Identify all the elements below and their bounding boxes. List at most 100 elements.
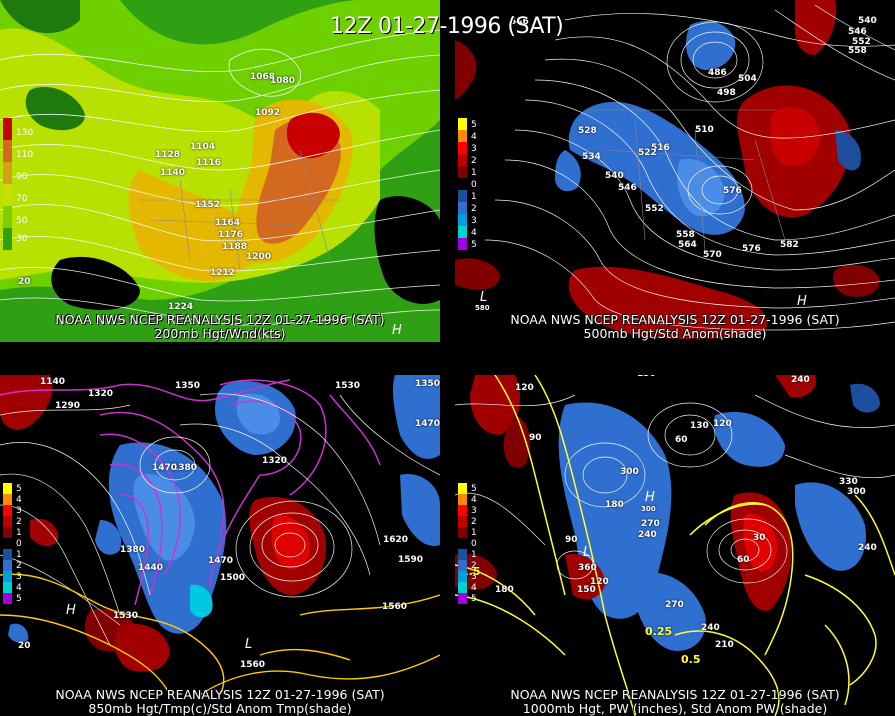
contour-label: 1128 [155,150,181,160]
contour-label: 120 [713,419,732,429]
anomaly-shading [455,0,895,340]
high-pressure-symbol: H [645,490,655,505]
contour-label: 504 [738,74,757,84]
panel-caption: NOAA NWS NCEP REANALYSIS 12Z 01-27-1996 … [55,312,385,327]
contour-label: 576 [723,186,742,196]
contour-label: 180 [495,585,514,595]
legend-label: 4 [16,495,22,505]
contour-label: 1440 [138,563,164,573]
contour-label: 558 [848,46,867,56]
contour-label: 552 [645,204,664,214]
legend-label: 2 [471,156,477,166]
legend-label: 130 [16,128,34,138]
contour-label: 1116 [196,158,222,168]
legend-label: 4 [471,132,477,142]
contour-label: 1140 [160,168,186,178]
contour-label: 582 [780,240,799,250]
low-pressure-symbol: L [583,545,591,560]
legend-label: 70 [16,194,28,204]
contour-label: 150 [637,375,656,379]
panel-subcaption: 850mb Hgt/Tmp(c)/Std Anom Tmp(shade) [88,701,352,716]
contour-label: 1068 [250,72,276,82]
contour-label: 1080 [270,76,296,86]
legend-label: 1 [16,550,22,560]
legend-label: 1 [471,192,477,202]
contour-label: 1470 [152,463,178,473]
contour-label: 1104 [190,142,216,152]
contour-label: 1176 [218,230,244,240]
legend-label: 1 [471,168,477,178]
legend-label: 0 [471,539,477,549]
legend-label: 0 [16,539,22,549]
contour-label: 570 [703,250,722,260]
contour-label: 1164 [215,218,241,228]
low-pressure-value: 580 [475,304,490,312]
contour-label: 240 [701,623,720,633]
contour-label: 540 [858,16,877,26]
temperature-anomaly-shading [0,375,440,696]
wind-legend: 130 110 90 70 50 30 [3,118,33,250]
legend-label: 1 [16,528,22,538]
contour-label: 60 [737,555,750,565]
contour-label: 1500 [220,573,246,583]
anomaly-legend: 5 4 3 2 1 0 1 2 3 4 5 [458,118,477,250]
contour-label: 1560 [240,660,266,670]
panel-caption: NOAA NWS NCEP REANALYSIS 12Z 01-27-1996 … [510,312,840,327]
contour-label: 240 [791,375,810,385]
contour-label: 30 [753,533,766,543]
contour-label: 1470 [208,556,234,566]
contour-label: 240 [638,530,657,540]
contour-label: 522 [638,148,657,158]
contour-label: 1350 [175,381,201,391]
contour-label: 1590 [398,555,424,565]
contour-label: 516 [651,143,670,153]
panel-subcaption: 500mb Hgt/Std Anom(shade) [583,326,767,341]
high-pressure-symbol: H [392,323,402,338]
high-pressure-symbol: H [797,294,807,309]
high-pressure-value: 300 [641,505,656,513]
contour-label: 546 [618,183,637,193]
anomaly-legend: 5 4 3 2 1 0 1 2 3 4 5 [3,483,22,604]
panel-caption: NOAA NWS NCEP REANALYSIS 12Z 01-27-1996 … [510,687,840,702]
legend-label: 30 [16,234,28,244]
contour-label: 120 [590,577,609,587]
contour-label: 360 [578,563,597,573]
legend-label: 3 [471,506,477,516]
contour-label: 546 [510,17,529,27]
high-pressure-symbol: H [66,603,76,618]
legend-label: 4 [16,583,22,593]
contour-label: 1530 [113,611,139,621]
legend-label: 2 [16,517,22,527]
legend-label: 0 [471,180,477,190]
contour-label: 564 [678,240,697,250]
contour-label: 528 [578,126,597,136]
contour-label: 552 [852,37,871,47]
contour-label: 1188 [222,242,248,252]
contour-label: 90 [565,535,578,545]
contour-label: 180 [605,500,624,510]
legend-label: 5 [471,240,477,250]
contour-label: 1380 [172,463,198,473]
contour-label: 576 [742,244,761,254]
legend-label: 2 [471,561,477,571]
contour-label: 90 [529,433,542,443]
legend-label: 1 [471,528,477,538]
legend-label: 5 [16,484,22,494]
latitude-label: 20 [18,277,31,287]
contour-label: 330 [839,477,858,487]
legend-label: 4 [471,583,477,593]
latitude-label: 20 [18,641,31,651]
contour-label: 270 [641,519,660,529]
contour-label: 534 [582,152,601,162]
contour-label: 270 [665,600,684,610]
map-panel-200mb: 130 110 90 70 50 30 1068 1080 1092 1104 … [0,0,440,342]
contour-label: 60 [675,435,688,445]
contour-label: 498 [717,88,736,98]
contour-label: 150 [577,585,596,595]
legend-label: 4 [471,495,477,505]
map-panel-850mb: 5 4 3 2 1 0 1 2 3 4 5 1140 1350 1530 135… [0,375,440,716]
contour-label: 1140 [40,377,66,387]
pw-label: 0.5 [681,653,701,666]
page-title: 12Z 01-27-1996 (SAT) [330,14,564,39]
pw-label: 0.25 [645,625,673,638]
